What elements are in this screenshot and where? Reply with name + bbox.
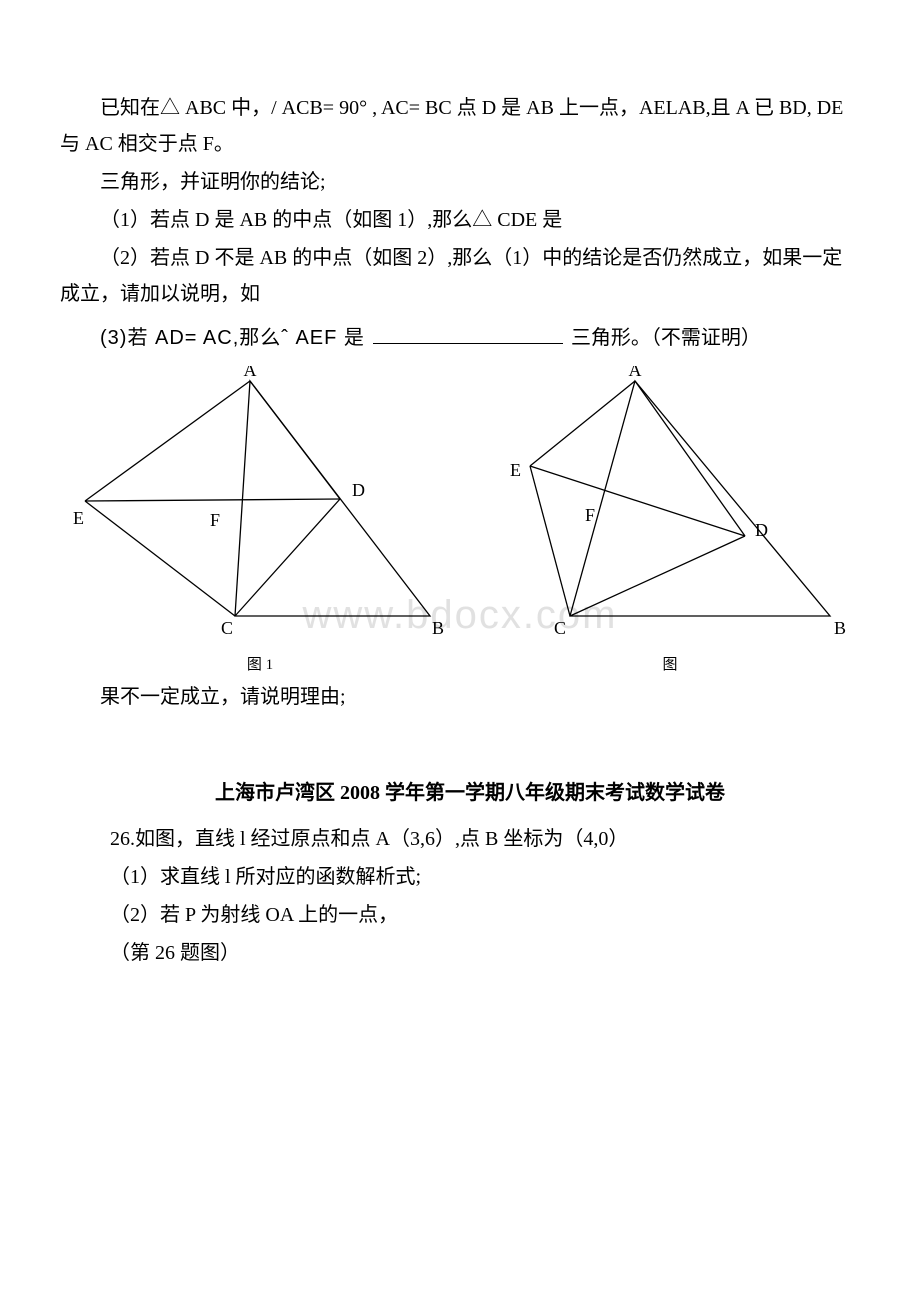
- label-f-1: F: [210, 510, 220, 530]
- line-ed-2: [530, 466, 745, 536]
- label-c-1: C: [221, 618, 233, 636]
- line-ec-2: [530, 466, 570, 616]
- q26-stem: 26.如图，直线 l 经过原点和点 A（3,6）,点 B 坐标为（4,0）: [110, 821, 860, 857]
- label-f-2: F: [585, 505, 595, 525]
- label-b-2: B: [834, 618, 846, 636]
- q3-prefix: (3)若 AD= AC,那么ˆ AEF 是: [100, 320, 365, 356]
- diagram-1: A C B E D F 图 1: [70, 366, 450, 679]
- given-span: 已知在△ ABC 中，/ ACB= 90° , AC= BC 点 D 是 AB …: [60, 97, 843, 155]
- label-d-2: D: [755, 520, 768, 540]
- label-a-1: A: [244, 366, 257, 380]
- question-26: 26.如图，直线 l 经过原点和点 A（3,6）,点 B 坐标为（4,0） （1…: [60, 821, 860, 971]
- labels-2: A C B E D F: [510, 366, 846, 636]
- label-c-2: C: [554, 618, 566, 636]
- q26-ref: （第 26 题图）: [110, 935, 860, 971]
- triangle-acb-2: [570, 381, 830, 616]
- question-2: （2）若点 D 不是 AB 的中点（如图 2）,那么（1）中的结论是否仍然成立，…: [60, 240, 860, 312]
- stem2: 三角形，并证明你的结论;: [60, 164, 860, 200]
- diagram-1-svg: A C B E D F: [70, 366, 450, 636]
- diagrams-row: www.bdocx.com A C B E D F 图 1: [60, 366, 860, 679]
- caption-2: 图: [490, 652, 850, 679]
- label-a-2: A: [629, 366, 642, 380]
- label-b-1: B: [432, 618, 444, 636]
- diagram-2-svg: A C B E D F: [490, 366, 850, 636]
- question-1: （1）若点 D 是 AB 的中点（如图 1）,那么△ CDE 是: [60, 202, 860, 238]
- line-dc-2: [570, 536, 745, 616]
- after-diagram-text: 果不一定成立，请说明理由;: [60, 679, 860, 715]
- label-e-1: E: [73, 508, 84, 528]
- given-text: 已知在△ ABC 中，/ ACB= 90° , AC= BC 点 D 是 AB …: [60, 90, 860, 162]
- section-title: 上海市卢湾区 2008 学年第一学期八年级期末考试数学试卷: [60, 775, 860, 811]
- q26-part2: （2）若 P 为射线 OA 上的一点，: [110, 897, 860, 933]
- label-e-2: E: [510, 460, 521, 480]
- line-ad-2: [635, 381, 745, 536]
- line-dc-1: [235, 499, 340, 616]
- diagram-2: A C B E D F 图: [490, 366, 850, 679]
- line-ad-1: [250, 381, 340, 499]
- q26-part1: （1）求直线 l 所对应的函数解析式;: [110, 859, 860, 895]
- question-3: (3)若 AD= AC,那么ˆ AEF 是 三角形。（不需证明）: [60, 320, 860, 356]
- line-ae-2: [530, 381, 635, 466]
- caption-1: 图 1: [70, 652, 450, 679]
- answer-blank: [373, 343, 563, 344]
- line-ed-1: [85, 499, 340, 501]
- line-ae-1: [85, 381, 250, 501]
- label-d-1: D: [352, 480, 365, 500]
- q3-suffix: 三角形。（不需证明）: [571, 320, 761, 356]
